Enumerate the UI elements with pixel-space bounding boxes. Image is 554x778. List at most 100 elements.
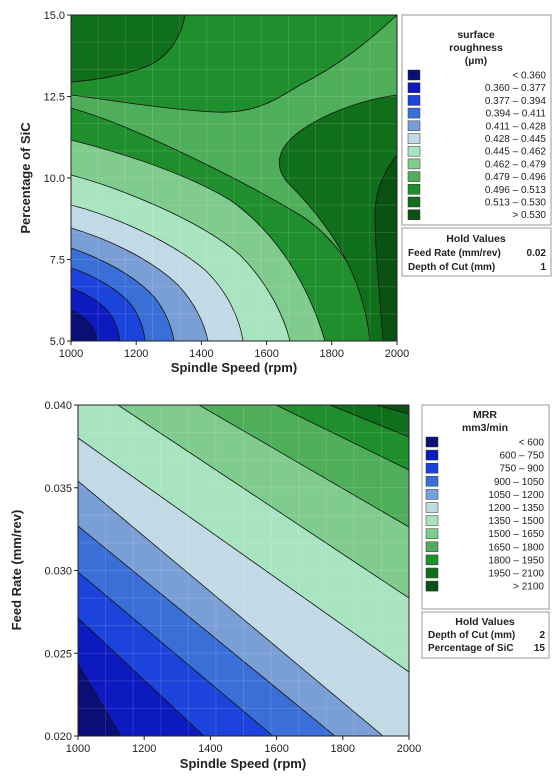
grid-overlay	[78, 405, 409, 736]
legend-swatch	[407, 107, 421, 119]
plot-area	[71, 15, 397, 341]
legend-item-label: 1950 – 2100	[488, 569, 544, 580]
y-tick-label: 10.0	[44, 173, 65, 185]
y-tick-label: 12.5	[44, 92, 65, 104]
legend-swatch	[425, 462, 439, 474]
plot-area	[78, 405, 409, 736]
legend-item-label: 0.394 – 0.411	[486, 109, 547, 120]
legend-item-label: 1500 – 1650	[488, 529, 544, 540]
hold-row-value: 15	[534, 643, 546, 654]
legend-item-label: > 0.530	[512, 210, 546, 221]
hold-row-value: 0.02	[527, 248, 547, 259]
legend-title-line-3: (µm)	[465, 55, 487, 67]
legend-item-label: 600 – 750	[500, 451, 545, 462]
legend-item-label: 0.496 – 0.513	[485, 185, 547, 196]
grid-overlay	[71, 15, 397, 341]
legend-item-label: 0.445 – 0.462	[485, 147, 547, 158]
x-tick-label: 1000	[59, 348, 83, 360]
legend-item-label: < 600	[519, 438, 545, 449]
contour-region-0.513-0.530-right	[278, 94, 397, 341]
y-tick-label: 0.035	[44, 483, 72, 495]
legend-item-label: 0.462 – 0.479	[485, 159, 547, 170]
x-axis-label: Spindle Speed (rpm)	[180, 756, 306, 771]
contour-region-1950-2100	[329, 405, 409, 438]
y-axis-ticks: 0.020 0.025 0.030 0.035 0.040	[44, 400, 78, 743]
y-tick-label: 7.5	[50, 255, 65, 267]
legend-swatch	[425, 449, 439, 461]
x-axis-ticks: 1000 1200 1400 1600 1800 2000	[66, 736, 421, 755]
legend-swatch	[425, 541, 439, 553]
x-tick-label: 1400	[198, 743, 222, 755]
legend-swatch	[407, 120, 421, 132]
legend-swatch	[425, 502, 439, 513]
x-tick-label: 1200	[124, 348, 148, 360]
legend-item-label: > 2100	[513, 582, 544, 593]
y-tick-label: 0.040	[44, 400, 72, 412]
legend-items: < 600 600 – 750 750 – 900 900 – 1050 1050 – …	[425, 436, 545, 593]
legend-swatch	[407, 145, 421, 157]
legend-item-label: 1050 – 1200	[488, 490, 544, 501]
legend-title-line-1: MRR	[473, 409, 497, 421]
x-tick-label: 2000	[397, 743, 421, 755]
hold-row-value: 1	[540, 262, 546, 273]
legend-item-label: < 0.360	[512, 71, 546, 82]
surface-roughness-contour-chart: 1000 1200 1400 1600 1800 2000 5.0 7.5 10.0 12.5 1…	[18, 10, 552, 375]
hold-row-label: Percentage of SiC	[428, 643, 514, 654]
hold-values-frame	[421, 611, 550, 659]
legend-item-label: 750 – 900	[500, 464, 545, 475]
legend-item-label: 0.377 – 0.394	[485, 96, 547, 107]
hold-values-box: Hold Values Depth of Cut (mm) 2 Percenta…	[421, 611, 550, 659]
y-axis-ticks: 5.0 7.5 10.0 12.5 15.0	[44, 10, 71, 348]
legend-item-label: 0.479 – 0.496	[485, 172, 547, 183]
x-tick-label: 1400	[189, 348, 213, 360]
legend-item-label: 1650 – 1800	[488, 542, 544, 553]
y-tick-label: 5.0	[50, 336, 65, 348]
x-tick-label: 1600	[264, 743, 288, 755]
legend-swatch	[407, 82, 421, 93]
contour-region-below-0.360	[71, 309, 98, 341]
legend-swatch	[407, 184, 421, 195]
legend-swatch	[425, 580, 439, 592]
legend-swatch	[407, 171, 421, 182]
hold-values-box: Hold Values Feed Rate (mm/rev) 0.02 Dept…	[401, 227, 552, 277]
hold-row-value: 2	[539, 630, 545, 641]
legend-swatch	[425, 476, 439, 487]
x-tick-label: 1200	[132, 743, 156, 755]
x-axis-ticks: 1000 1200 1400 1600 1800 2000	[59, 341, 409, 360]
legend-item-label: 0.360 – 0.377	[485, 83, 547, 94]
y-tick-label: 0.020	[44, 731, 72, 743]
y-tick-label: 0.030	[44, 566, 72, 578]
hold-row-label: Feed Rate (mm/rev)	[408, 248, 501, 259]
x-tick-label: 2000	[385, 348, 409, 360]
legend-item-label: 1350 – 1500	[488, 516, 544, 527]
legend-swatch	[425, 554, 439, 566]
legend-title-line-2: roughness	[449, 42, 503, 54]
legend-swatch	[407, 69, 421, 81]
legend-title-line-1: surface	[457, 29, 495, 41]
legend-box	[401, 14, 552, 226]
x-tick-label: 1000	[66, 743, 90, 755]
legend: MRR mm3/min < 600 600 – 750 750 – 900 900 –…	[421, 404, 550, 610]
legend-swatch	[407, 95, 421, 106]
legend-swatch	[407, 209, 421, 220]
legend-swatch	[425, 567, 439, 579]
y-axis-label: Percentage of SiC	[18, 122, 33, 234]
x-axis-label: Spindle Speed (rpm)	[171, 360, 297, 375]
y-axis-label: Feed Rate (mm/rev)	[9, 510, 24, 631]
contour-region-above-2100	[375, 405, 409, 415]
hold-row-label: Depth of Cut (mm)	[408, 262, 495, 273]
x-tick-label: 1600	[254, 348, 278, 360]
contour-region-above-0.530	[374, 154, 397, 341]
x-tick-label: 1800	[320, 348, 344, 360]
hold-values-frame	[401, 227, 552, 277]
legend-item-label: 0.411 – 0.428	[486, 121, 547, 132]
y-tick-label: 15.0	[44, 10, 65, 22]
hold-values-title: Hold Values	[455, 616, 515, 628]
x-tick-label: 1800	[331, 743, 355, 755]
legend-item-label: 1200 – 1350	[488, 503, 544, 514]
legend-item-label: 0.513 – 0.530	[485, 198, 547, 209]
legend-swatch	[425, 515, 439, 526]
